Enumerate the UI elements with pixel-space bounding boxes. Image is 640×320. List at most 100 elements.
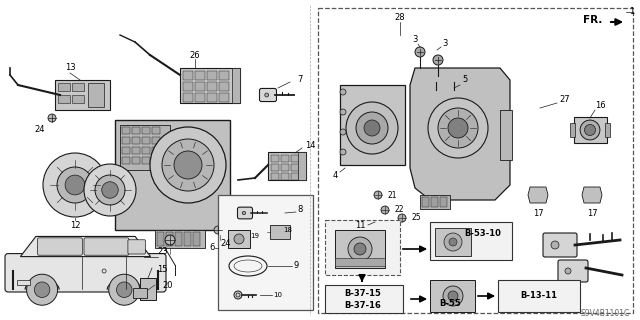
- Circle shape: [234, 234, 244, 244]
- Bar: [132, 147, 140, 154]
- Text: 12: 12: [70, 220, 80, 229]
- Text: 28: 28: [395, 13, 405, 22]
- Text: 13: 13: [65, 62, 76, 71]
- Text: B-53-10: B-53-10: [465, 229, 501, 238]
- Bar: [325, 220, 400, 275]
- Circle shape: [27, 274, 58, 305]
- Circle shape: [433, 55, 443, 65]
- Bar: [219, 71, 229, 80]
- Text: 3: 3: [442, 39, 448, 49]
- Bar: [271, 155, 279, 162]
- Bar: [140, 278, 156, 300]
- Circle shape: [565, 268, 571, 274]
- Circle shape: [340, 149, 346, 155]
- Bar: [271, 173, 279, 180]
- Bar: [281, 173, 289, 180]
- Text: 24: 24: [221, 238, 231, 247]
- Text: 11: 11: [355, 220, 365, 229]
- Bar: [184, 232, 191, 246]
- Bar: [500, 110, 512, 160]
- Bar: [195, 93, 205, 102]
- Bar: [193, 232, 200, 246]
- FancyBboxPatch shape: [259, 88, 276, 101]
- Bar: [133, 288, 147, 298]
- Circle shape: [381, 206, 389, 214]
- Bar: [431, 197, 438, 207]
- Bar: [132, 157, 140, 164]
- FancyBboxPatch shape: [237, 207, 253, 219]
- Bar: [115, 120, 230, 230]
- Bar: [195, 71, 205, 80]
- Circle shape: [43, 153, 107, 217]
- Text: 19: 19: [250, 233, 259, 239]
- Circle shape: [340, 89, 346, 95]
- Text: 6: 6: [209, 244, 214, 252]
- Bar: [232, 68, 240, 103]
- Circle shape: [265, 93, 269, 97]
- Bar: [58, 95, 70, 103]
- Text: B-13-11: B-13-11: [520, 292, 557, 300]
- Polygon shape: [582, 187, 602, 203]
- Circle shape: [356, 112, 388, 144]
- Bar: [422, 197, 429, 207]
- Circle shape: [584, 124, 595, 135]
- Bar: [207, 93, 217, 102]
- Text: 1: 1: [629, 7, 635, 17]
- Circle shape: [354, 243, 366, 255]
- Bar: [132, 127, 140, 134]
- Circle shape: [374, 191, 382, 199]
- FancyBboxPatch shape: [84, 238, 129, 255]
- Text: 25: 25: [411, 213, 421, 222]
- Bar: [605, 124, 610, 137]
- Bar: [55, 80, 110, 110]
- Circle shape: [243, 211, 246, 215]
- Bar: [88, 83, 104, 107]
- Text: 9: 9: [293, 261, 299, 270]
- Circle shape: [449, 238, 457, 246]
- Text: FR.: FR.: [582, 15, 602, 25]
- Bar: [430, 280, 475, 312]
- Polygon shape: [410, 68, 510, 200]
- Polygon shape: [528, 187, 548, 203]
- Bar: [498, 280, 580, 312]
- FancyBboxPatch shape: [5, 254, 166, 292]
- Bar: [152, 137, 160, 144]
- Bar: [430, 222, 512, 260]
- Text: 27: 27: [560, 95, 570, 105]
- Circle shape: [340, 129, 346, 135]
- Bar: [58, 83, 70, 91]
- Bar: [122, 127, 130, 134]
- FancyBboxPatch shape: [543, 233, 577, 257]
- Bar: [142, 137, 150, 144]
- Text: B-37-16: B-37-16: [344, 301, 381, 310]
- Bar: [219, 93, 229, 102]
- Circle shape: [65, 175, 85, 195]
- Bar: [207, 71, 217, 80]
- Text: 5: 5: [462, 76, 468, 84]
- Bar: [281, 164, 289, 171]
- Bar: [271, 164, 279, 171]
- Text: 18: 18: [284, 227, 292, 233]
- Bar: [152, 157, 160, 164]
- Circle shape: [48, 114, 56, 122]
- Circle shape: [35, 282, 50, 298]
- Bar: [570, 124, 575, 137]
- Circle shape: [448, 118, 468, 138]
- Bar: [183, 71, 193, 80]
- Circle shape: [95, 175, 125, 205]
- Text: 20: 20: [163, 281, 173, 290]
- Text: 4: 4: [332, 171, 338, 180]
- Circle shape: [364, 120, 380, 136]
- Bar: [228, 230, 250, 248]
- Bar: [325, 285, 403, 313]
- Bar: [318, 8, 633, 313]
- Circle shape: [214, 226, 222, 234]
- Bar: [420, 195, 450, 209]
- Circle shape: [444, 233, 462, 251]
- Circle shape: [174, 151, 202, 179]
- Bar: [72, 83, 84, 91]
- Bar: [573, 117, 607, 143]
- Bar: [142, 147, 150, 154]
- Text: 10: 10: [273, 292, 282, 298]
- FancyBboxPatch shape: [128, 240, 145, 254]
